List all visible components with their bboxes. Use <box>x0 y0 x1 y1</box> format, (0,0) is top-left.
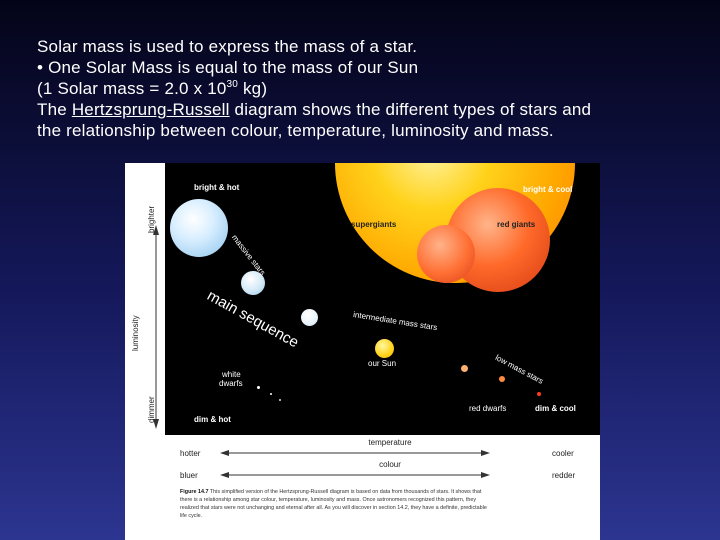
axis-brighter: brighter <box>147 205 156 233</box>
low-mass-star-1 <box>461 365 468 372</box>
red-giant-small-star <box>417 225 475 283</box>
line-one-solar-mass: • One Solar Mass is equal to the mass of… <box>37 58 419 77</box>
line-solar-mass: Solar mass is used to express the mass o… <box>37 37 418 56</box>
hr-axes: hotter temperature cooler bluer colour r… <box>180 435 600 483</box>
label-our-sun: our Sun <box>368 359 397 368</box>
axis-hotter: hotter <box>180 449 201 458</box>
axis-luminosity: luminosity <box>131 315 140 351</box>
label-white-dwarfs-2: dwarfs <box>219 379 243 388</box>
axis-colour: colour <box>379 460 401 469</box>
line-hr-diagram: The Hertzsprung-Russell diagram shows th… <box>37 99 697 120</box>
luminosity-axis-arrow <box>153 225 159 429</box>
main-sequence-star <box>301 309 318 326</box>
axis-temperature: temperature <box>368 438 412 447</box>
slide-text: Solar mass is used to express the mass o… <box>37 36 697 141</box>
hr-text-b: diagram shows the different types of sta… <box>229 100 592 119</box>
label-main-sequence: main sequence <box>204 287 302 352</box>
label-massive-stars: massive stars <box>229 233 268 278</box>
label-supergiants: supergiants <box>351 220 397 229</box>
caption-text: This simplified version of the Hertzspru… <box>180 489 487 519</box>
solar-mass-value-b: kg) <box>238 79 268 98</box>
hertzsprung-russell-link[interactable]: Hertzsprung-Russell <box>71 100 230 119</box>
axis-redder: redder <box>552 471 576 480</box>
low-mass-star-2 <box>499 376 505 382</box>
massive-star <box>241 271 265 295</box>
colour-axis: bluer colour redder <box>180 460 600 482</box>
white-dwarf-1 <box>257 386 260 389</box>
white-dwarf-3 <box>279 399 281 401</box>
colour-arrow <box>220 472 490 478</box>
label-red-dwarfs: red dwarfs <box>469 404 507 413</box>
caption-figure-number: Figure 14.7 <box>180 489 209 495</box>
line-relationship: the relationship between colour, tempera… <box>37 121 554 140</box>
bright-hot-star <box>170 199 228 257</box>
red-dwarf-star <box>537 392 541 396</box>
line-solar-mass-value: (1 Solar mass = 2.0 x 1030 kg) <box>37 78 697 99</box>
label-dim-cool: dim & cool <box>535 404 576 413</box>
hr-diagram-plot: brighter luminosity dimmer bright & hot … <box>125 163 600 435</box>
label-bright-cool: bright & cool <box>523 185 573 194</box>
label-white-dwarfs-1: white <box>222 370 241 379</box>
white-dwarf-2 <box>270 393 272 395</box>
axis-dimmer: dimmer <box>147 396 156 423</box>
solar-mass-value-a: (1 Solar mass = 2.0 x 10 <box>37 79 227 98</box>
label-intermediate-mass-stars: intermediate mass stars <box>352 310 438 333</box>
solar-mass-exponent: 30 <box>226 79 239 90</box>
label-dim-hot: dim & hot <box>194 415 231 424</box>
luminosity-axis-band <box>125 163 165 435</box>
hr-text-a: The <box>37 100 72 119</box>
temperature-axis: hotter temperature cooler <box>180 438 600 460</box>
hr-diagram-figure: brighter luminosity dimmer bright & hot … <box>125 163 600 540</box>
axis-cooler: cooler <box>552 449 574 458</box>
temperature-arrow <box>220 450 490 456</box>
label-red-giants: red giants <box>497 220 536 229</box>
figure-caption: Figure 14.7 This simplified version of t… <box>180 488 495 520</box>
axis-bluer: bluer <box>180 471 198 480</box>
our-sun-star <box>375 339 394 358</box>
label-bright-hot: bright & hot <box>194 183 240 192</box>
